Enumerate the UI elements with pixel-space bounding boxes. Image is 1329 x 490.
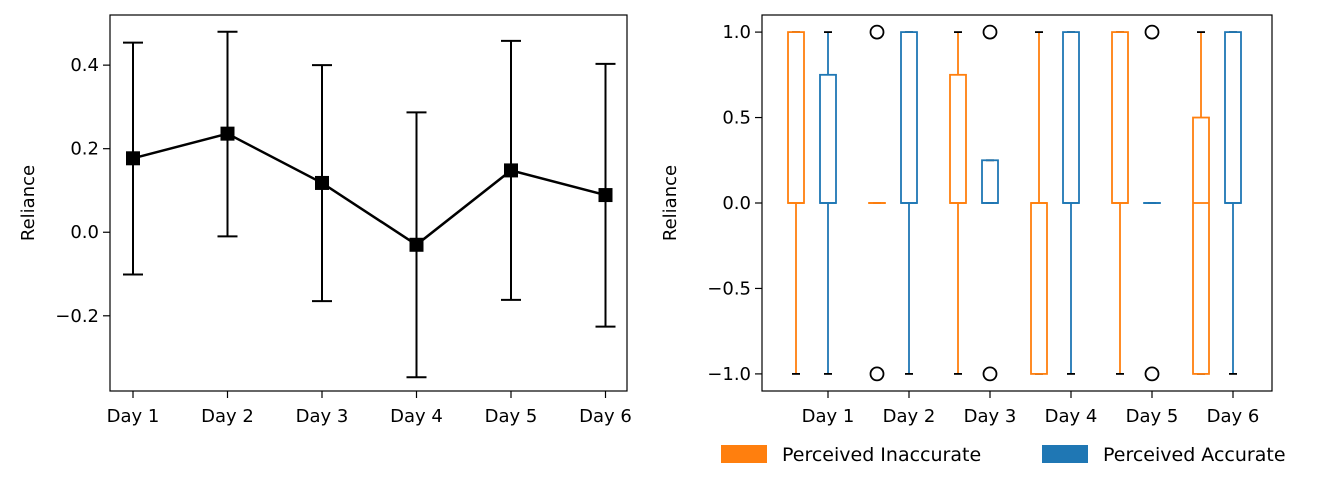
left-ytick-label: −0.2: [55, 306, 99, 327]
left-xticks: Day 1 Day 2 Day 3 Day 4 Day 5 Day 6: [107, 391, 632, 427]
right-xtick-label: Day 1: [802, 406, 855, 427]
box-body: [949, 73, 967, 204]
left-plot-frame: [109, 14, 628, 392]
box-body: [1062, 31, 1080, 204]
box-flier: [982, 366, 998, 382]
box-body: [787, 31, 805, 204]
data-point-marker: [598, 188, 613, 203]
right-plot-frame: [761, 14, 1273, 392]
left-xtick-label: Day 4: [390, 406, 443, 427]
box-body: [819, 73, 837, 204]
legend-label-perceived-inaccurate: Perceived Inaccurate: [782, 444, 981, 466]
box-flier: [1144, 366, 1160, 382]
box-flier: [982, 24, 998, 40]
left-ytick-label: 0.4: [70, 55, 99, 76]
right-ytick-label: −1.0: [707, 364, 751, 385]
box-body: [1224, 31, 1242, 204]
data-point-marker: [126, 151, 140, 166]
data-point-marker: [504, 163, 518, 178]
right-xtick-label: Day 5: [1126, 406, 1179, 427]
data-point-marker: [315, 175, 329, 190]
series-line: [132, 132, 606, 247]
left-ytick-label: 0.0: [70, 222, 99, 243]
left-xtick-label: Day 2: [201, 406, 254, 427]
right-ytick-label: −0.5: [707, 278, 751, 299]
right-xtick-label: Day 6: [1207, 406, 1260, 427]
left-xtick-label: Day 6: [579, 406, 632, 427]
right-xticks: Day 1 Day 2 Day 3 Day 4 Day 5 Day 6: [802, 391, 1260, 427]
left-yticks: 0.4 0.2 0.0 −0.2: [55, 55, 110, 327]
right-xtick-label: Day 3: [964, 406, 1017, 427]
right-ylabel: Reliance: [660, 165, 681, 241]
right-xtick-label: Day 2: [883, 406, 936, 427]
right-ytick-label: 0.5: [722, 108, 751, 129]
left-xtick-label: Day 1: [107, 406, 160, 427]
box-flier: [1144, 24, 1160, 40]
left-ylabel: Reliance: [18, 165, 39, 241]
legend: Perceived Inaccurate Perceived Accurate: [721, 444, 1286, 466]
box-body: [1111, 31, 1129, 204]
right-box-chart: Reliance 1.00.50.0−0.5−1.0 Day 1 Day 2 Day…: [660, 14, 1273, 427]
left-line-chart: Reliance 0.40.20.0−0.2 Day 1 Day 2 Day 3 Da…: [18, 14, 632, 427]
data-point-marker: [220, 126, 235, 141]
box-flier: [869, 24, 885, 40]
box-body: [1192, 116, 1210, 375]
legend-label-perceived-accurate: Perceived Accurate: [1103, 444, 1286, 466]
right-xtick-label: Day 4: [1045, 406, 1098, 427]
legend-swatch-perceived-accurate: [1042, 445, 1088, 463]
left-marks: [123, 30, 616, 379]
left-xtick-label: Day 5: [485, 406, 538, 427]
left-xtick-label: Day 3: [296, 406, 349, 427]
right-ytick-label: 1.0: [722, 22, 751, 43]
data-point-marker: [409, 237, 424, 252]
legend-swatch-perceived-inaccurate: [721, 445, 767, 463]
right-ytick-label: 0.0: [722, 193, 751, 214]
box-body: [900, 31, 918, 204]
right-yticks: 1.0 0.5 0.0 −0.5 −1.0: [707, 22, 762, 385]
right-marks: [787, 24, 1242, 382]
left-ytick-label: 0.2: [70, 139, 99, 160]
box-body: [1030, 202, 1048, 375]
box-flier: [869, 366, 885, 382]
box-body: [981, 159, 999, 204]
